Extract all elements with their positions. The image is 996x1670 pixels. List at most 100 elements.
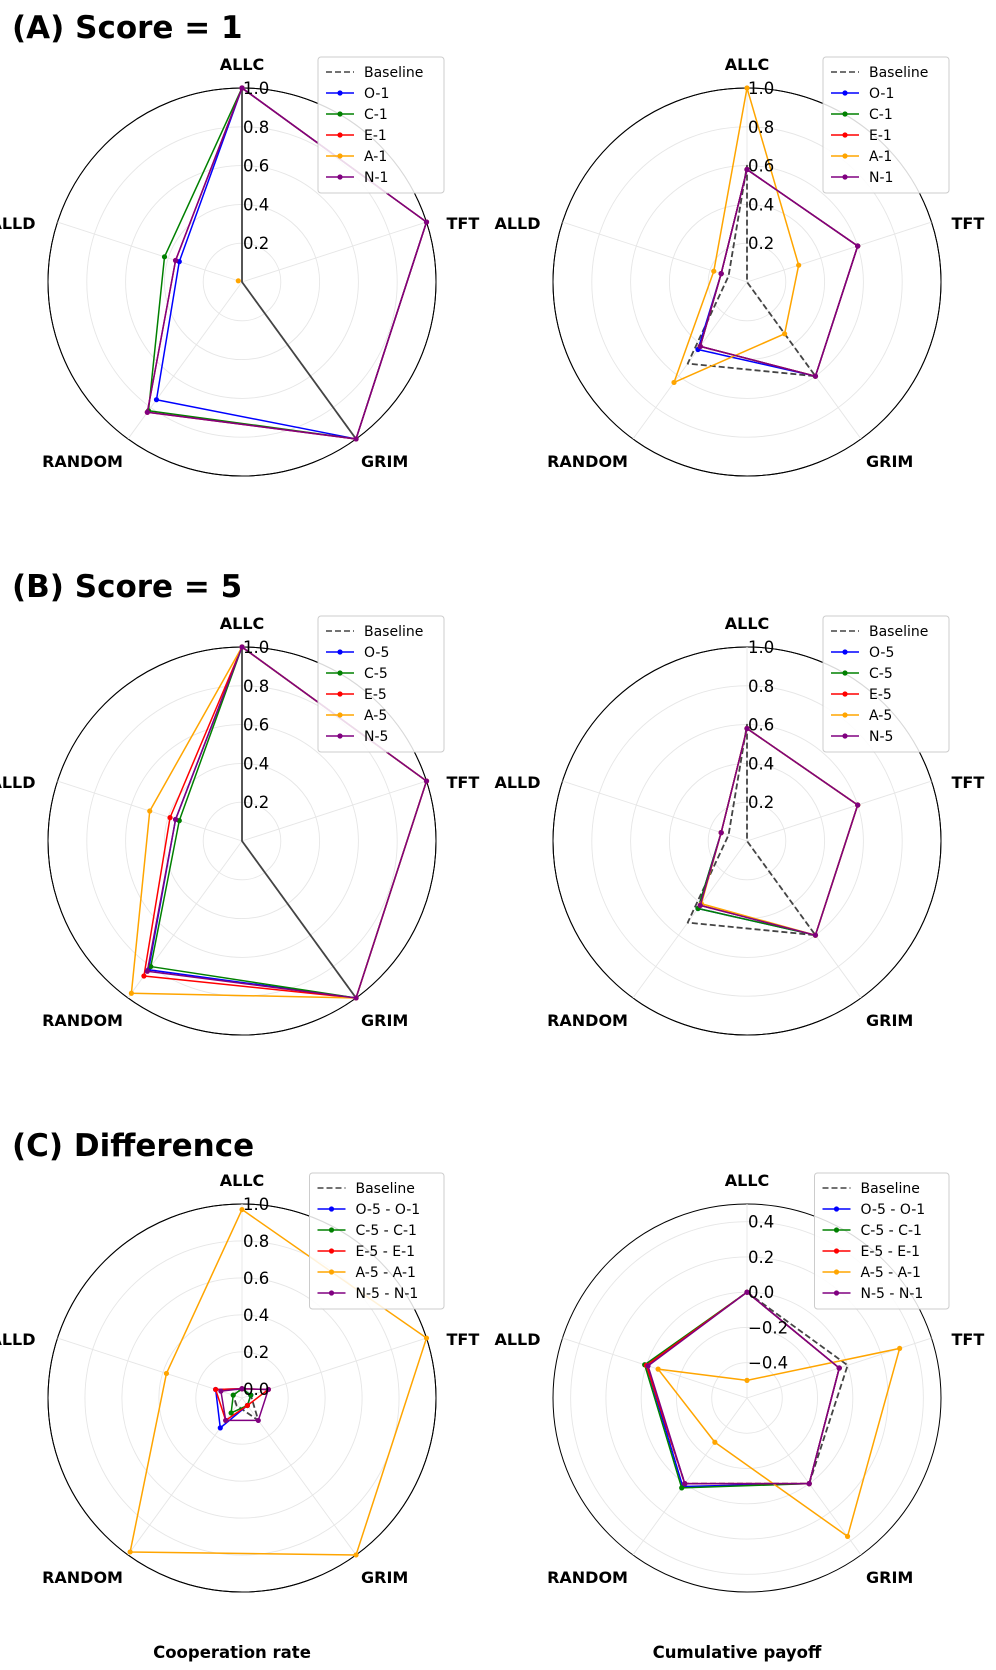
axis-label-allc: ALLC bbox=[220, 1171, 265, 1190]
radial-tick-label: −0.2 bbox=[748, 1318, 788, 1337]
legend-swatch-marker bbox=[842, 90, 848, 96]
point-a-1-alld bbox=[711, 268, 717, 274]
chart-payoff-score5: 0.2 0.4 0.6 0.8 1.0 ALLC TFT GRIM RANDOM ALLD Base… bbox=[494, 614, 985, 1036]
axis-label-tft: TFT bbox=[447, 214, 480, 233]
legend-label-o-5-o-1: O-5 - O-1 bbox=[356, 1202, 421, 1218]
radial-tick-label: 0.4 bbox=[748, 195, 774, 214]
radial-tick-label: 0.4 bbox=[243, 195, 269, 214]
chart-cooperation-score1: 0.2 0.4 0.6 0.8 1.0 ALLC TFT GRIM RANDOM ALLD Base… bbox=[0, 55, 480, 477]
series-line-a-1 bbox=[673, 87, 800, 384]
point-n-1-alld bbox=[172, 257, 179, 264]
series-line-n-5-n-1 bbox=[220, 1388, 270, 1422]
section-title-c: (C) Difference bbox=[12, 1128, 254, 1164]
axis-label-grim: GRIM bbox=[361, 1568, 408, 1587]
legend-swatch-marker bbox=[337, 649, 343, 655]
point-o-5-o-1-random bbox=[217, 1425, 223, 1431]
legend-label-c-5-c-1: C-5 - C-1 bbox=[356, 1223, 417, 1239]
point-n-5-n-1-random bbox=[223, 1417, 229, 1424]
legend-label-baseline: Baseline bbox=[356, 1181, 415, 1197]
legend-label-o-1: O-1 bbox=[869, 86, 894, 102]
radial-tick-label: 0.6 bbox=[243, 157, 269, 176]
point-n-5-n-1-random bbox=[682, 1481, 688, 1487]
radial-tick-label: 0.2 bbox=[748, 1248, 774, 1267]
axis-label-tft: TFT bbox=[952, 773, 985, 792]
axis-label-allc: ALLC bbox=[725, 55, 770, 74]
spoke bbox=[746, 1397, 862, 1556]
point-e-5-e-1-alld bbox=[213, 1386, 219, 1393]
point-a-5-a-1-allc bbox=[744, 1377, 750, 1383]
legend-label-c-5: C-5 bbox=[364, 666, 388, 682]
legend-label-n-5-n-1: N-5 - N-1 bbox=[861, 1286, 924, 1302]
section-title-a: (A) Score = 1 bbox=[12, 10, 243, 46]
legend-swatch-marker bbox=[842, 132, 848, 138]
legend-swatch-marker bbox=[842, 174, 848, 180]
chart-cooperation-score5: 0.2 0.4 0.6 0.8 1.0 ALLC TFT GRIM RANDOM ALLD Base… bbox=[0, 614, 479, 1036]
radial-tick-label: 0.2 bbox=[748, 793, 774, 812]
radial-tick-label: 0.2 bbox=[243, 1343, 269, 1362]
point-a-1-random bbox=[671, 379, 677, 386]
radial-tick-label: 0.0 bbox=[243, 1380, 269, 1399]
point-a-5-a-1-grim bbox=[353, 1552, 359, 1558]
point-e-5-alld bbox=[167, 815, 173, 821]
spoke bbox=[127, 1397, 243, 1556]
legend-swatch-marker bbox=[842, 153, 848, 159]
legend-swatch-marker bbox=[842, 670, 848, 676]
spoke bbox=[562, 1337, 748, 1399]
axis-label-random: RANDOM bbox=[42, 452, 123, 471]
radial-tick-label: 0.8 bbox=[243, 677, 269, 696]
legend-label-e-5: E-5 bbox=[364, 687, 387, 703]
legend-label-baseline: Baseline bbox=[364, 65, 423, 81]
legend-label-o-5: O-5 bbox=[364, 645, 389, 661]
radial-tick-label: 0.6 bbox=[243, 716, 269, 735]
legend-label-baseline: Baseline bbox=[869, 65, 928, 81]
legend-label-n-5: N-5 bbox=[364, 729, 388, 745]
point-n-1-tft bbox=[855, 243, 861, 249]
point-n-1-allc bbox=[239, 85, 245, 91]
point-n-1-random bbox=[697, 343, 703, 349]
point-n-1-grim bbox=[353, 436, 359, 442]
point-a-5-a-1-grim bbox=[844, 1533, 851, 1539]
radial-tick-label: 0.8 bbox=[748, 118, 774, 137]
point-a-1-allc bbox=[744, 85, 750, 91]
point-e-5-e-1-grim bbox=[244, 1402, 251, 1409]
axis-label-grim: GRIM bbox=[866, 452, 913, 471]
legend-label-c-5-c-1: C-5 - C-1 bbox=[861, 1223, 922, 1239]
legend-label-a-1: A-1 bbox=[364, 149, 387, 165]
legend-swatch-marker bbox=[337, 712, 343, 718]
legend-swatch-marker bbox=[842, 111, 848, 117]
point-n-5-n-1-tft bbox=[836, 1365, 842, 1371]
radial-tick-label: 1.0 bbox=[748, 79, 774, 98]
spoke bbox=[746, 780, 932, 842]
legend-label-e-1: E-1 bbox=[869, 128, 892, 144]
point-n-1-grim bbox=[812, 373, 819, 379]
legend-label-e-5: E-5 bbox=[869, 687, 892, 703]
legend-swatch-marker bbox=[337, 153, 343, 159]
radial-tick-label: 0.6 bbox=[748, 716, 774, 735]
legend-label-o-5-o-1: O-5 - O-1 bbox=[861, 1202, 926, 1218]
point-c-5-c-1-random bbox=[679, 1485, 685, 1491]
axis-label-grim: GRIM bbox=[361, 452, 408, 471]
spoke bbox=[562, 780, 748, 842]
spoke bbox=[241, 1337, 427, 1399]
point-a-5-a-1-tft bbox=[423, 1335, 430, 1341]
point-a-5-a-1-alld bbox=[163, 1370, 170, 1377]
legend-label-n-1: N-1 bbox=[869, 170, 893, 186]
legend-box bbox=[309, 1172, 445, 1310]
point-c-5-c-1-tft bbox=[248, 1392, 254, 1398]
point-a-5-alld bbox=[147, 808, 153, 814]
axis-label-alld: ALLD bbox=[494, 773, 540, 792]
legend-label-baseline: Baseline bbox=[364, 624, 423, 640]
legend-label-e-5-e-1: E-5 - E-1 bbox=[356, 1244, 416, 1260]
axis-label-alld: ALLD bbox=[494, 214, 540, 233]
legend-label-o-5: O-5 bbox=[869, 645, 894, 661]
axis-label-allc: ALLC bbox=[725, 614, 770, 633]
point-a-5-a-1-alld bbox=[655, 1366, 661, 1372]
point-c-5-c-1-random bbox=[228, 1410, 234, 1416]
spoke bbox=[241, 780, 427, 842]
chart-cooperation-difference: 0.0 0.2 0.4 0.6 0.8 1.0 ALLC TFT GRIM RANDOM ALLD B… bbox=[0, 1171, 479, 1593]
radial-tick-label: 0.4 bbox=[748, 1213, 774, 1232]
series-line-o-5-o-1 bbox=[645, 1291, 840, 1488]
legend-label-a-1: A-1 bbox=[869, 149, 892, 165]
spoke bbox=[57, 221, 243, 283]
